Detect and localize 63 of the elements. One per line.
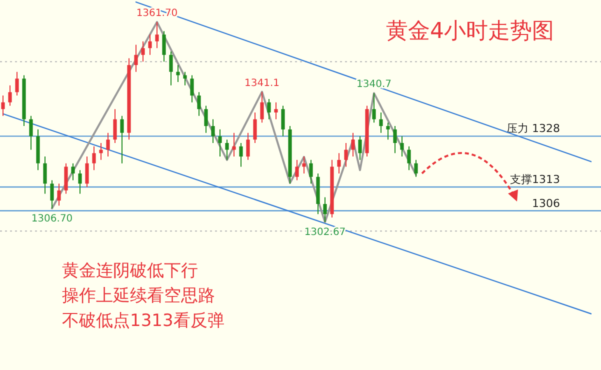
candlestick [183, 71, 187, 86]
candlestick [372, 92, 376, 124]
candlestick [218, 128, 222, 158]
data-label: 1302.67 [304, 227, 346, 238]
candlestick [232, 132, 236, 158]
candlestick [8, 84, 12, 106]
text: 黄金4小时走势图 [386, 19, 554, 44]
candlestick [190, 74, 194, 103]
ref-line-label: 1306 [532, 196, 560, 210]
candlestick [120, 115, 124, 164]
candlestick [393, 126, 397, 154]
annotation: 黄金连阴破低下行 [62, 261, 198, 281]
candlestick [71, 162, 75, 181]
candlestick [253, 112, 257, 144]
candlestick [379, 112, 383, 134]
candlestick [260, 91, 264, 124]
candlestick [162, 30, 166, 62]
data-label: 1306.70 [31, 213, 73, 224]
candlestick [78, 170, 82, 194]
candlestick [323, 196, 327, 223]
candlestick [57, 183, 61, 206]
candlestick [281, 105, 285, 137]
candlestick [400, 136, 404, 158]
candlestick [155, 22, 159, 49]
candlestick [414, 159, 418, 178]
candlestick [239, 142, 243, 168]
candlestick [267, 98, 271, 120]
candlestick [225, 139, 229, 160]
candlestick [204, 105, 208, 134]
candlestick [64, 162, 68, 194]
candlestick [134, 44, 138, 72]
candlestick [113, 108, 117, 144]
candlestick [302, 156, 306, 174]
data-label: 1341.1 [244, 78, 280, 89]
candlestick [407, 146, 411, 171]
candlestick [176, 64, 180, 82]
candlestick [148, 34, 152, 56]
candlestick [344, 142, 348, 168]
annotation: 操作上延续看空思路 [62, 286, 215, 306]
candlestick [92, 146, 96, 171]
candlestick [351, 132, 355, 158]
candlestick [295, 159, 299, 181]
candlestick [386, 122, 390, 140]
candlestick [106, 132, 110, 158]
candlestick [141, 40, 145, 62]
ref-line-label: 压力 1328 [506, 122, 560, 136]
candlestick [99, 142, 103, 160]
ref-line-label: 支撑1313 [510, 173, 560, 186]
candlestick [85, 156, 89, 188]
candlestick [169, 51, 173, 86]
candlestick [15, 71, 19, 96]
candlestick [1, 95, 5, 116]
candlestick [246, 132, 250, 160]
candlestick [197, 92, 201, 116]
annotation: 不破低点1313看反弹 [62, 311, 224, 331]
candlestick [337, 152, 341, 174]
candlestick [211, 118, 215, 144]
candlestick [309, 159, 313, 184]
candlestick [50, 180, 54, 209]
candlestick [274, 102, 278, 120]
candlestick [29, 115, 33, 150]
candlestick [43, 156, 47, 194]
candlestick [358, 136, 362, 160]
